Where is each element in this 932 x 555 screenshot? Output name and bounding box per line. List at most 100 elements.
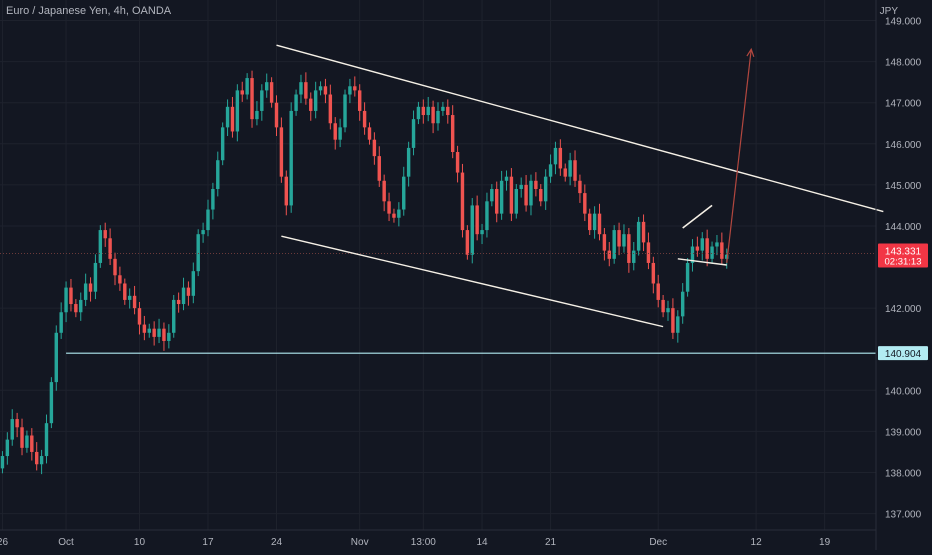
candle-body: [353, 86, 357, 91]
candle-body: [0, 456, 5, 469]
candle-body: [490, 188, 494, 202]
candle-body: [167, 332, 171, 342]
candle-body: [406, 147, 411, 177]
y-tick-label: 142.000: [885, 304, 922, 315]
candle-body: [176, 299, 181, 305]
candle-body: [680, 291, 685, 317]
time-axis[interactable]: 26 Oct 10 17 24 Nov 13:00 14 21 Dec 12 19: [0, 537, 831, 548]
candle-body: [113, 258, 117, 276]
candle-body: [597, 213, 602, 235]
candle-body: [705, 238, 709, 259]
candle-body: [377, 156, 381, 181]
candle-body: [299, 82, 303, 95]
candle-body: [20, 427, 24, 448]
candle-body: [318, 86, 323, 91]
candle-body: [39, 456, 44, 465]
candle-body: [274, 102, 279, 128]
candle-body: [656, 283, 660, 300]
candle-body: [186, 287, 191, 296]
price-axis[interactable]: 149.000 148.000 147.000 146.000 145.000 144.0…: [885, 17, 922, 521]
candle-body: [475, 205, 479, 235]
candle-body: [206, 209, 210, 231]
candle-body: [710, 246, 714, 259]
flag-lower-line: [677, 258, 727, 266]
candle-body: [220, 127, 225, 161]
candle-body: [397, 209, 401, 218]
candle-body: [304, 82, 308, 99]
y-tick-label: 148.000: [885, 58, 922, 69]
candle-body: [543, 176, 548, 202]
candle-body: [201, 230, 205, 235]
candle-body: [348, 86, 352, 95]
candle-body: [157, 328, 161, 337]
candle-body: [142, 324, 147, 333]
candle-body: [309, 98, 313, 111]
candle-body: [632, 250, 636, 263]
candle-body: [230, 106, 235, 132]
candle-body: [666, 308, 670, 313]
support-price-value: 140.904: [885, 349, 922, 360]
candle-body: [83, 283, 88, 300]
y-tick-label: 144.000: [885, 222, 922, 233]
candle-body: [216, 160, 220, 189]
candle-body: [416, 106, 421, 120]
candle-body: [641, 221, 646, 243]
candle-body: [548, 164, 553, 177]
x-tick-label: 17: [202, 537, 214, 548]
candle-body: [10, 419, 14, 440]
candle-body: [720, 242, 724, 259]
candle-body: [279, 127, 284, 177]
candle-body: [676, 316, 680, 333]
y-tick-label: 138.000: [885, 468, 922, 479]
candles: [0, 70, 729, 475]
candle-body: [387, 201, 391, 214]
candle-body: [421, 106, 426, 116]
candle-body: [563, 168, 567, 177]
candle-body: [245, 78, 249, 95]
y-tick-label: 145.000: [885, 181, 922, 192]
candle-body: [636, 221, 641, 251]
candle-body: [103, 230, 107, 239]
x-tick-label: Nov: [351, 537, 369, 548]
projection-arrow-line: [726, 49, 752, 264]
candle-body: [64, 287, 68, 313]
candle-body: [646, 242, 651, 263]
x-tick-label: 26: [0, 537, 8, 548]
candle-body: [695, 246, 700, 251]
candle-body: [30, 435, 34, 452]
candle-body: [338, 127, 342, 140]
candle-body: [54, 332, 58, 383]
grid: [0, 0, 876, 530]
candle-body: [152, 328, 156, 337]
candle-body: [524, 184, 528, 206]
candle-body: [446, 106, 450, 116]
flag-upper-line: [682, 204, 713, 229]
candle-body: [499, 180, 504, 214]
candle-body: [123, 283, 127, 300]
candle-body: [431, 106, 435, 124]
candle-body: [426, 106, 430, 116]
candle-body: [132, 295, 137, 309]
x-tick-label: Oct: [58, 537, 74, 548]
candle-body: [240, 90, 244, 95]
candle-body: [578, 180, 582, 194]
candle-body: [592, 213, 597, 231]
candle-body: [573, 160, 577, 181]
candle-body: [108, 238, 112, 259]
channel-lower-line: [281, 235, 664, 328]
candle-body: [495, 188, 499, 214]
candle-body: [382, 180, 386, 202]
candle-body: [514, 188, 519, 214]
candle-body: [147, 328, 151, 333]
candle-body: [98, 230, 103, 263]
candle-body: [651, 262, 656, 284]
candle-body: [602, 234, 607, 251]
candle-body: [59, 312, 63, 333]
candle-body: [583, 193, 587, 214]
candle-body: [289, 110, 293, 206]
candle-body: [269, 82, 274, 103]
